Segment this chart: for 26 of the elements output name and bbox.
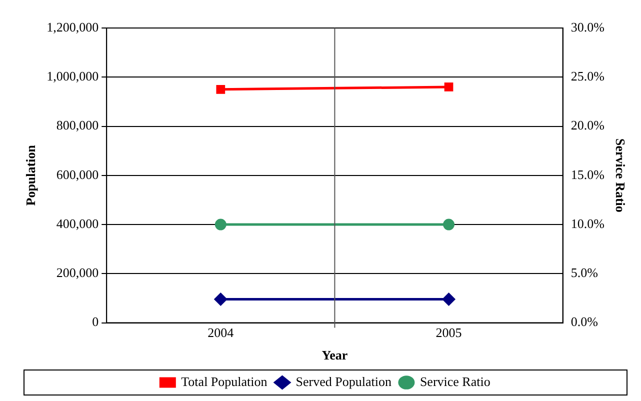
y2-tick-label: 30.0% [570,19,605,34]
y2-tick-label: 15.0% [570,166,605,182]
point [442,292,456,306]
point [216,84,226,94]
legend-label: Served Population [296,374,392,389]
y-axis-title: Population [23,144,38,206]
y2-axis-title: Service Ratio [612,138,628,212]
point [214,292,227,306]
y-tick-label: 200,000 [56,265,99,280]
y-tick-label: 400,000 [56,216,99,231]
y2-tick-label: 20.0% [570,118,605,133]
y-tick-label: 600,000 [56,166,99,182]
y-tick-label: 1,000,000 [46,68,99,84]
x-tick-label: 2004 [208,325,234,340]
legend-label: Total Population [181,374,268,389]
y-tick-label: 1,200,000 [46,19,99,34]
point [444,82,454,92]
y-tick-label: 800,000 [56,118,99,133]
y2-tick-label: 10.0% [570,216,605,231]
x-tick-label: 2005 [436,325,462,340]
y-tick-label: 0 [92,314,99,330]
x-axis-title: Year [322,348,348,363]
y2-tick-label: 0.0% [570,314,598,330]
y2-tick-label: 5.0% [570,265,598,280]
legend-label: Service Ratio [420,374,490,389]
y2-tick-label: 25.0% [570,68,605,84]
